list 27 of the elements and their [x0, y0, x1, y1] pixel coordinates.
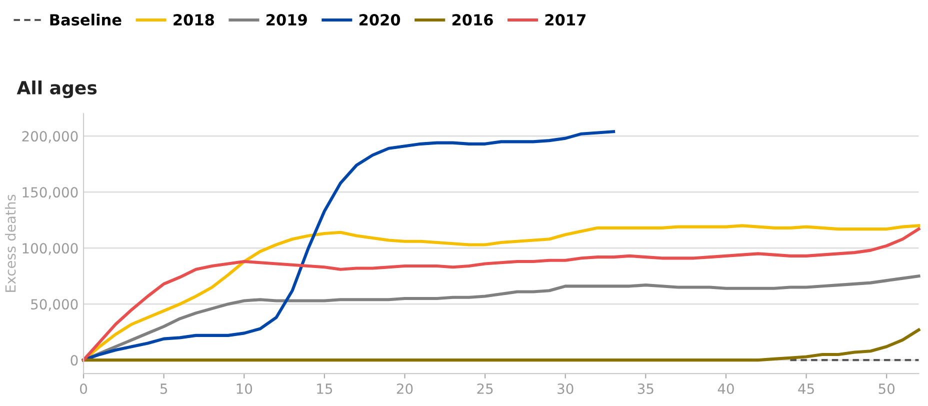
x-tick-label: 20 [396, 383, 413, 394]
x-tick-label: 25 [477, 383, 493, 394]
y-tick-label: 0 [70, 355, 78, 366]
y-tick-label: 200,000 [22, 131, 78, 143]
x-tick-label: 10 [236, 383, 252, 394]
x-tick-label: 40 [718, 383, 734, 394]
x-tick-label: 45 [798, 384, 814, 394]
legend-label: Baseline [50, 14, 122, 26]
legend-label: 2019 [266, 14, 307, 26]
y-tick-label: 50,000 [31, 299, 78, 311]
y-tick-label: 100,000 [22, 243, 78, 255]
legend-label: 2020 [360, 14, 400, 26]
legend-label: 2018 [174, 14, 214, 26]
x-tick-label: 35 [638, 383, 654, 394]
line-series [82, 274, 920, 362]
x-tick-label: 15 [317, 384, 332, 394]
x-tick-label: 5 [160, 384, 168, 394]
legend-label: 2017 [545, 14, 586, 26]
y-axis-title: Excess deaths [5, 194, 16, 292]
y-tick-label: 150,000 [22, 187, 78, 199]
x-tick-label: 0 [80, 383, 88, 394]
x-tick-label: 50 [878, 383, 895, 394]
line-series [82, 328, 920, 362]
legend-label: 2016 [452, 14, 493, 26]
x-tick-label: 30 [558, 383, 574, 394]
line-series [82, 130, 616, 362]
chart-title: All ages [16, 80, 97, 98]
